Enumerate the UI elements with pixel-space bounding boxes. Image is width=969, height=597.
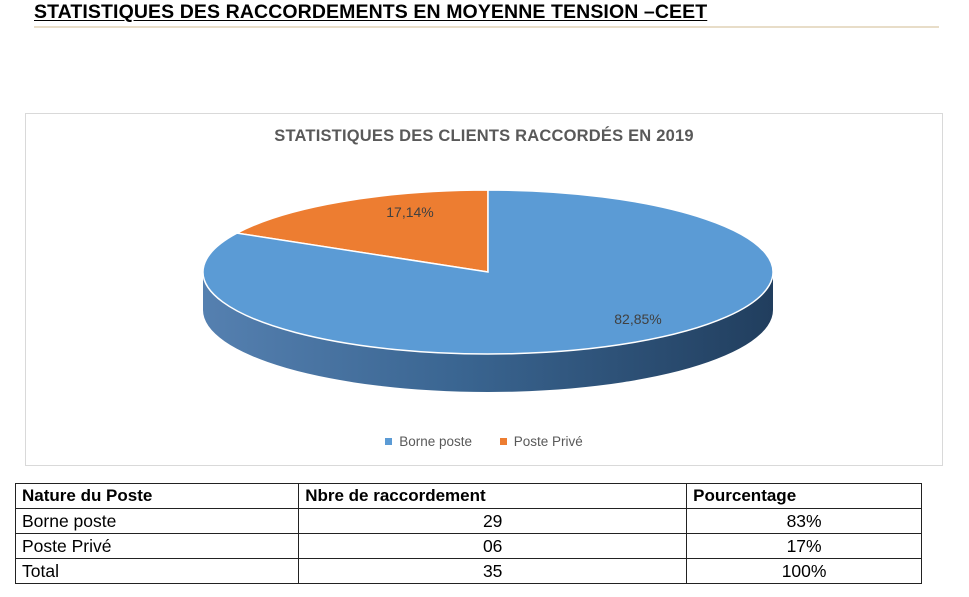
- table-header-cell: Nbre de raccordement: [298, 483, 688, 509]
- table-row: Borne poste 29 83%: [14, 508, 922, 534]
- table-row: Total 35 100%: [14, 558, 922, 584]
- table-header-row: Nature du Poste Nbre de raccordement Pou…: [14, 483, 922, 509]
- table-cell: Borne poste: [14, 508, 300, 534]
- legend-swatch-poste-prive: [499, 437, 507, 445]
- table-cell: 17%: [686, 533, 922, 559]
- table-row: Poste Privé 06 17%: [14, 533, 922, 559]
- pie-side-wall: [203, 272, 773, 392]
- legend-label-poste-prive: Poste Privé: [513, 434, 583, 449]
- statistics-table: Nature du Poste Nbre de raccordement Pou…: [14, 483, 922, 584]
- pie-chart: 82,85% 17,14%: [202, 189, 774, 392]
- chart-title: STATISTIQUES DES CLIENTS RACCORDÉS EN 20…: [274, 127, 694, 145]
- legend-swatch-borne-poste: [385, 437, 393, 445]
- legend-item-borne-poste: Borne poste: [385, 434, 472, 449]
- table-cell: 83%: [686, 508, 922, 534]
- legend-item-poste-prive: Poste Privé: [499, 434, 583, 449]
- table-cell: 35: [298, 558, 688, 584]
- chart-legend: Borne poste Poste Privé: [26, 434, 942, 449]
- table-header-cell: Nature du Poste: [14, 483, 300, 509]
- table-cell: 29: [298, 508, 688, 534]
- table-header-cell: Pourcentage: [686, 483, 922, 509]
- pie-slice-poste-prive: [234, 189, 489, 273]
- table-cell: Total: [14, 558, 300, 584]
- legend-label-borne-poste: Borne poste: [399, 434, 472, 449]
- pie-data-label: 17,14%: [386, 204, 433, 220]
- pie-slice-borne-poste: [202, 189, 774, 355]
- table-cell: 06: [298, 533, 688, 559]
- chart-container: STATISTIQUES DES CLIENTS RACCORDÉS EN 20…: [25, 113, 943, 466]
- pie-data-label: 82,85%: [614, 311, 661, 327]
- table-cell: 100%: [686, 558, 922, 584]
- table-cell: Poste Privé: [14, 533, 300, 559]
- title-divider: [34, 26, 939, 28]
- page-title: STATISTIQUES DES RACCORDEMENTS EN MOYENN…: [34, 1, 708, 23]
